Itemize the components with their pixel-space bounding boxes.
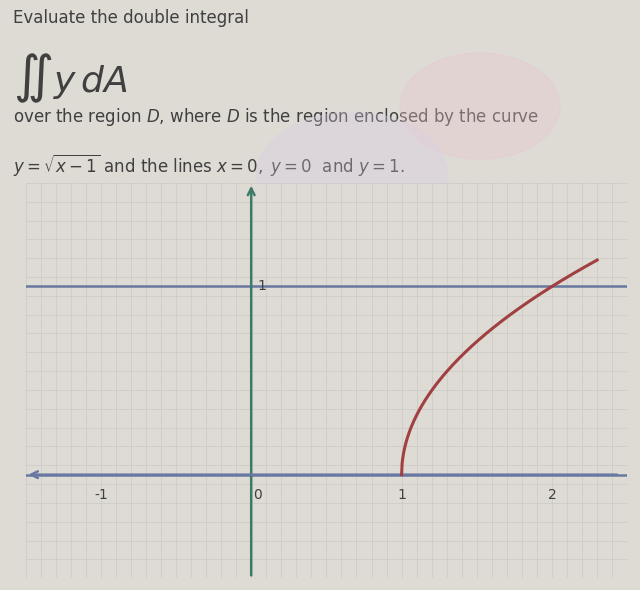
Text: Evaluate the double integral: Evaluate the double integral: [13, 9, 249, 27]
Ellipse shape: [432, 206, 592, 384]
Ellipse shape: [400, 53, 560, 159]
Text: 1: 1: [257, 280, 266, 293]
Text: -1: -1: [94, 488, 108, 502]
Text: 1: 1: [397, 488, 406, 502]
Text: $\iint y\,dA$: $\iint y\,dA$: [13, 51, 127, 104]
Ellipse shape: [144, 192, 368, 339]
Ellipse shape: [320, 310, 512, 457]
Text: 2: 2: [548, 488, 556, 502]
Text: 0: 0: [253, 488, 262, 502]
Text: over the region $D$, where $D$ is the region enclosed by the curve: over the region $D$, where $D$ is the re…: [13, 106, 539, 128]
Text: $y = \sqrt{x-1}$ and the lines $x = 0,\; y = 0$  and $y = 1.$: $y = \sqrt{x-1}$ and the lines $x = 0,\;…: [13, 152, 404, 178]
Ellipse shape: [256, 112, 448, 242]
